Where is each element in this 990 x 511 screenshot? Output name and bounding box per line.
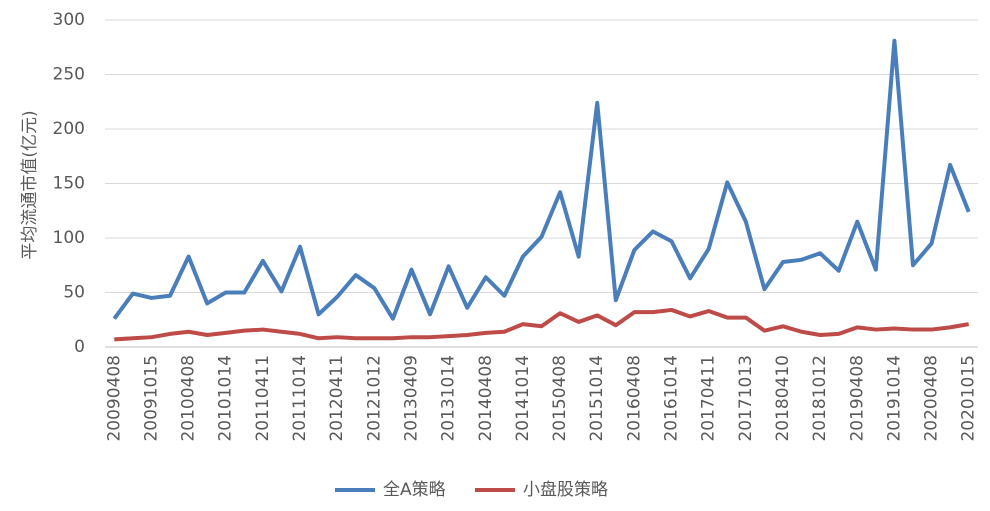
data-line — [112, 38, 971, 321]
x-tick-label: 20151014 — [587, 355, 607, 442]
x-tick-label: 20140408 — [476, 355, 496, 442]
y-tick-label: 150 — [53, 174, 85, 194]
x-tick-label: 20101014 — [216, 355, 236, 442]
x-tick-label: 20200408 — [922, 355, 942, 442]
y-tick-label: 0 — [74, 337, 85, 357]
x-tick-label: 20121012 — [364, 355, 384, 442]
x-tick-label: 20181012 — [810, 355, 830, 442]
y-tick-label: 200 — [53, 119, 85, 139]
x-tick-label: 20170411 — [699, 355, 719, 442]
x-tick-label: 20120411 — [327, 355, 347, 442]
x-tick-label: 20100408 — [179, 355, 199, 442]
x-tick-label: 20131014 — [439, 355, 459, 442]
x-tick-label: 20141014 — [513, 355, 533, 442]
x-tick-label: 20160408 — [624, 355, 644, 442]
x-tick-label: 20110411 — [253, 355, 273, 442]
x-tick-label: 20130409 — [401, 355, 421, 442]
data-line — [114, 307, 970, 342]
y-tick-label: 300 — [53, 10, 85, 30]
x-tick-label: 20201015 — [959, 355, 979, 442]
legend-label: 全A策略 — [383, 480, 446, 500]
y-axis-title: 平均流通市值(亿元) — [20, 110, 40, 259]
x-tick-label: 20190408 — [847, 355, 867, 442]
x-tick-label: 20111014 — [290, 355, 310, 442]
y-tick-label: 250 — [53, 65, 85, 85]
x-tick-label: 20171013 — [736, 355, 756, 442]
x-tick-label: 20161014 — [662, 355, 682, 442]
x-tick-label: 20191014 — [884, 355, 904, 442]
legend-label: 小盘股策略 — [523, 480, 608, 500]
x-tick-label: 20090408 — [104, 355, 124, 442]
x-tick-label: 20180410 — [773, 355, 793, 442]
y-tick-label: 50 — [63, 283, 85, 303]
x-tick-label: 20091015 — [141, 355, 161, 442]
y-tick-label: 100 — [53, 228, 85, 248]
x-tick-label: 20150408 — [550, 355, 570, 442]
